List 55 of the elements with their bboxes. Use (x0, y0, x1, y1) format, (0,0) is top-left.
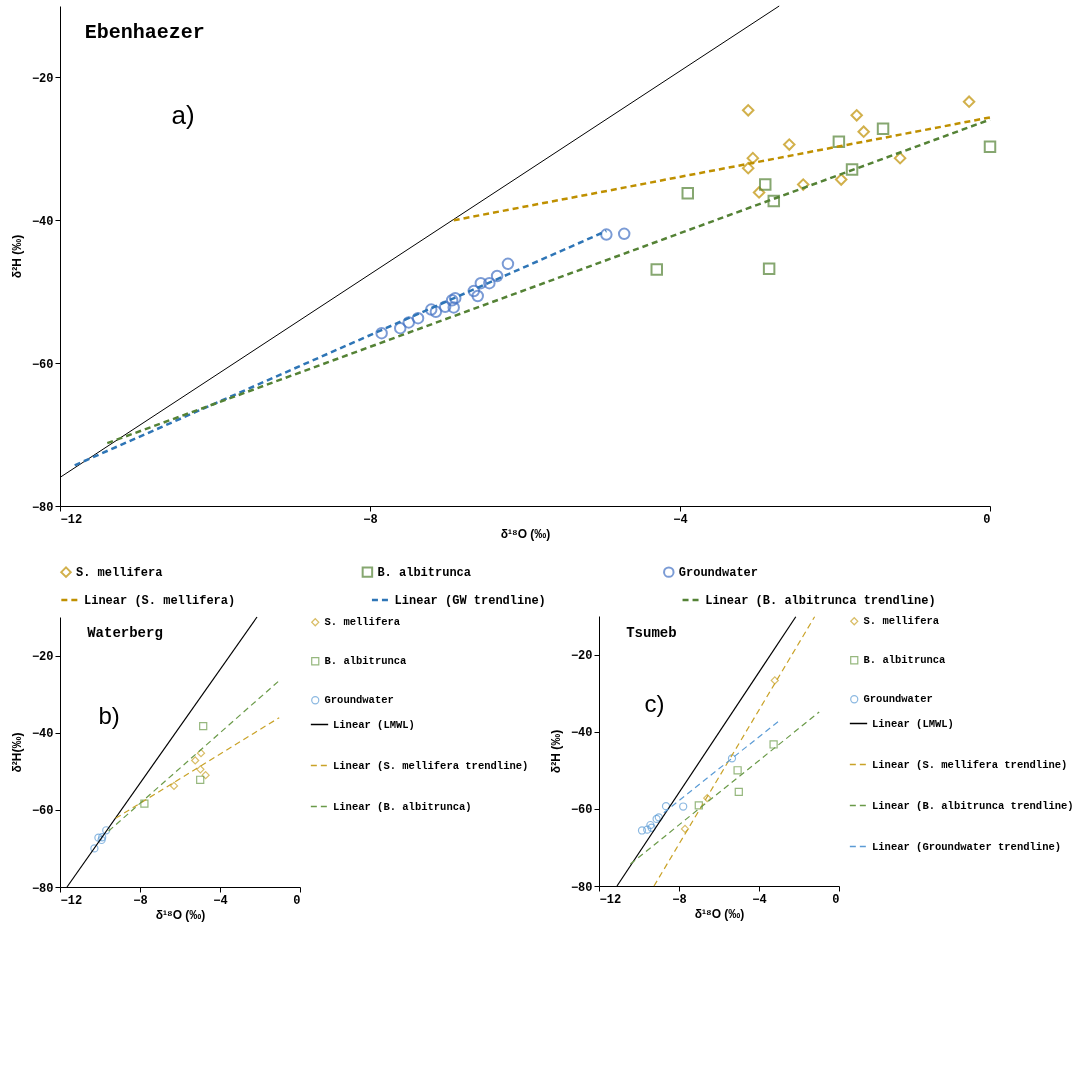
legend-label: S. mellifera (76, 566, 163, 581)
x-tick-label: −4 (752, 892, 767, 907)
x-tick-label: −12 (60, 893, 83, 908)
legend-label: Linear (S. mellifera trendline) (333, 759, 529, 772)
legend-label: B. albitrunca (863, 654, 947, 667)
legend-label: Linear (B. albitrunca) (333, 800, 472, 813)
x-tick-label: −4 (673, 512, 688, 527)
x-axis-title: δ¹⁸O (‰) (500, 526, 551, 541)
y-tick-label: −40 (31, 727, 54, 742)
legend-label: Groundwater (678, 566, 759, 581)
x-axis-title: δ¹⁸O (‰) (694, 906, 745, 921)
x-tick-label: −12 (60, 512, 83, 527)
legend-label: S. mellifera (324, 616, 401, 629)
y-axis-title: δ²H(‰) (9, 732, 24, 773)
y-tick-label: −80 (570, 880, 593, 895)
y-tick-label: −80 (31, 881, 54, 896)
text: Tsumeb (626, 625, 677, 641)
legend-label: B. albitrunca (377, 566, 472, 581)
annotation: c) (644, 690, 665, 718)
legend-label: Linear (Groundwater trendline) (872, 840, 1062, 853)
legend-label: Linear (LMWL) (333, 718, 415, 731)
x-axis-title: δ¹⁸O (‰) (155, 907, 206, 922)
annotation: b) (98, 701, 120, 729)
y-tick-label: −40 (31, 214, 54, 229)
legend-label: Linear (S. mellifera) (84, 594, 236, 608)
y-tick-label: −20 (31, 650, 54, 665)
y-axis-title: δ²H (‰) (548, 729, 563, 774)
y-tick-label: −60 (570, 803, 593, 818)
x-tick-label: −8 (363, 512, 378, 527)
x-tick-label: −4 (213, 893, 228, 908)
x-tick-label: −8 (133, 893, 148, 908)
legend-label: Groundwater (863, 693, 933, 706)
x-tick-label: −8 (672, 892, 687, 907)
y-axis-title: δ²H (‰) (9, 234, 24, 279)
legend-label: Linear (LMWL) (872, 717, 954, 730)
annotation: a) (171, 100, 195, 130)
legend-label: B. albitrunca (324, 655, 408, 668)
x-tick-label: 0 (832, 892, 840, 907)
legend-label: Linear (GW trendline) (394, 594, 546, 608)
legend-label: Linear (S. mellifera trendline) (872, 758, 1068, 771)
y-tick-label: −20 (570, 649, 593, 664)
x-tick-label: −12 (599, 892, 622, 907)
text: Waterberg (87, 625, 163, 642)
y-tick-label: −60 (31, 357, 54, 372)
x-tick-label: 0 (293, 893, 301, 908)
legend-label: Groundwater (324, 694, 394, 707)
y-tick-label: −60 (31, 804, 54, 819)
text: Ebenhaezer (84, 20, 205, 44)
y-tick-label: −20 (31, 71, 54, 86)
legend-label: Linear (B. albitrunca trendline) (872, 799, 1074, 812)
legend-label: S. mellifera (863, 615, 940, 628)
x-tick-label: 0 (983, 512, 991, 527)
y-tick-label: −40 (570, 726, 593, 741)
y-tick-label: −80 (31, 500, 54, 515)
legend-label: Linear (B. albitrunca trendline) (705, 594, 936, 608)
